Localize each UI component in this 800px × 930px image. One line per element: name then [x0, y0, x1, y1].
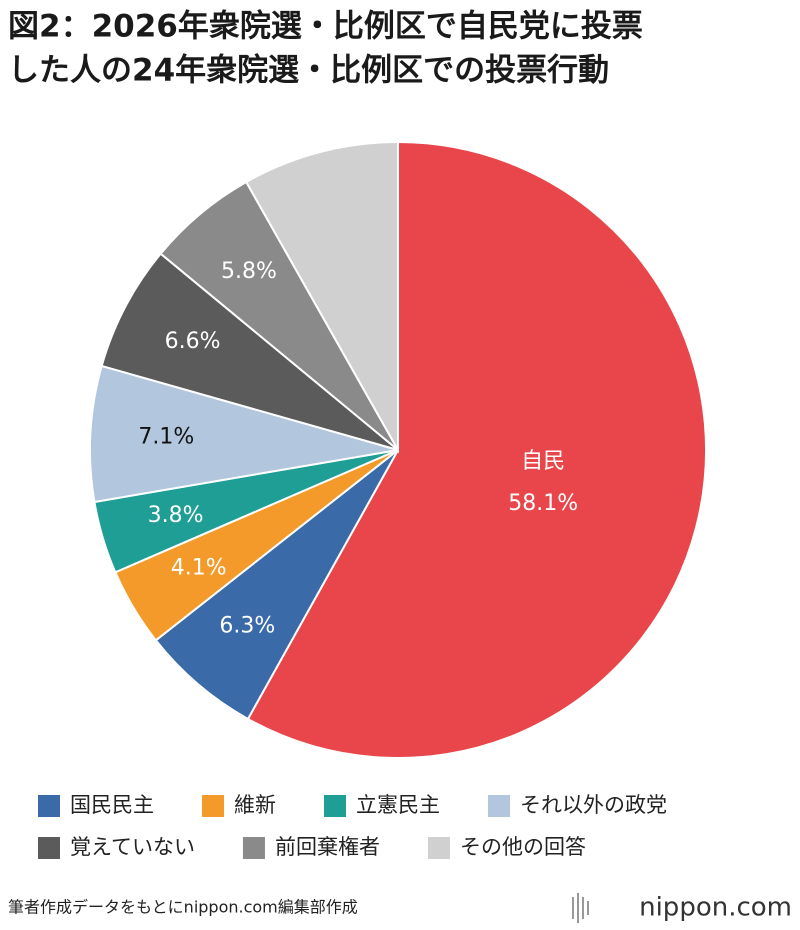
- slice-label: 6.6%: [165, 329, 221, 354]
- legend-swatch: [324, 795, 346, 817]
- legend-label: 前回棄権者: [275, 835, 380, 859]
- chart-title: 図2：2026年衆院選・比例区で自民党に投票: [8, 9, 643, 45]
- legend-swatch: [38, 837, 60, 859]
- chart-title: した人の24年衆院選・比例区での投票行動: [8, 53, 609, 89]
- pie-slice: [100, 252, 399, 451]
- pie-slice: [89, 364, 399, 504]
- legend-label: その他の回答: [460, 835, 586, 859]
- pie-slice: [244, 140, 399, 454]
- legend-label: 国民民主: [70, 793, 154, 817]
- logo-mark: [572, 893, 589, 923]
- legend-swatch: [427, 837, 450, 859]
- slice-label: 4.1%: [171, 556, 227, 581]
- pie: 自民 58.1% 6.3% 4.1% 3.8% 7.1% 6.6% 5.8%: [89, 140, 707, 759]
- legend-swatch: [202, 795, 224, 817]
- pie-slice: [246, 140, 707, 759]
- source-note: 筆者作成データをもとにnippon.com編集部作成: [8, 898, 358, 917]
- legend-label: それ以外の政党: [520, 793, 667, 817]
- slice-name: 自民: [521, 449, 565, 474]
- slice-label: 5.8%: [221, 259, 277, 284]
- slice-label: 6.3%: [219, 613, 275, 638]
- slice-label: 58.1%: [508, 491, 578, 516]
- legend-label: 維新: [234, 793, 276, 817]
- legend-swatch: [38, 795, 60, 817]
- legend-swatch: [488, 795, 510, 817]
- legend-label: 立憲民主: [356, 793, 440, 817]
- legend-swatch: [242, 837, 265, 859]
- logo: nippon.com: [639, 893, 792, 923]
- slice-label: 7.1%: [138, 425, 194, 450]
- slice-label: 3.8%: [148, 503, 204, 528]
- pie-slice: [154, 449, 399, 721]
- legend-label: 覚えていない: [70, 835, 195, 859]
